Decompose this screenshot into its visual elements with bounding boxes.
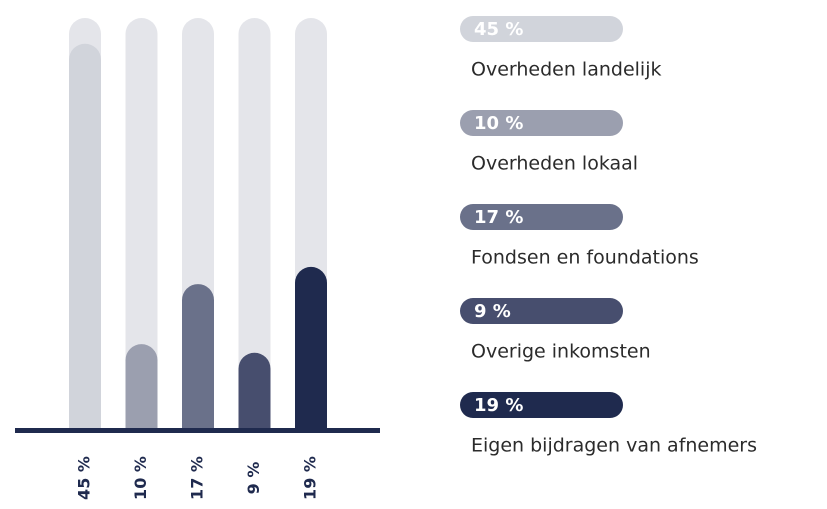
bar — [125, 344, 158, 430]
bar — [69, 43, 101, 430]
legend-pill-label: 45 % — [474, 19, 523, 40]
track — [125, 18, 158, 430]
value-label: 10 % — [131, 456, 150, 500]
bar — [182, 284, 214, 430]
value-label: 9 % — [244, 462, 263, 495]
legend-pill-label: 9 % — [474, 301, 511, 322]
legend-pill-label: 17 % — [474, 207, 523, 228]
legend-name: Fondsen en foundations — [471, 247, 699, 269]
legend-name: Overige inkomsten — [471, 341, 651, 363]
value-label: 45 % — [75, 456, 94, 500]
value-label: 19 % — [301, 456, 320, 500]
legend-pill — [460, 392, 623, 418]
baseline — [15, 428, 380, 433]
legend-name: Eigen bijdragen van afnemers — [471, 435, 757, 457]
legend-pill-label: 19 % — [474, 395, 523, 416]
legend-pill-label: 10 % — [474, 113, 523, 134]
legend-pill — [460, 204, 623, 230]
legend-name: Overheden lokaal — [471, 153, 638, 175]
legend-pill — [460, 110, 623, 136]
track — [238, 18, 271, 430]
legend-name: Overheden landelijk — [471, 59, 661, 81]
bar — [295, 266, 327, 430]
value-label: 17 % — [188, 456, 207, 500]
legend-pill — [460, 16, 623, 42]
legend-pill — [460, 298, 623, 324]
bar — [238, 352, 271, 430]
